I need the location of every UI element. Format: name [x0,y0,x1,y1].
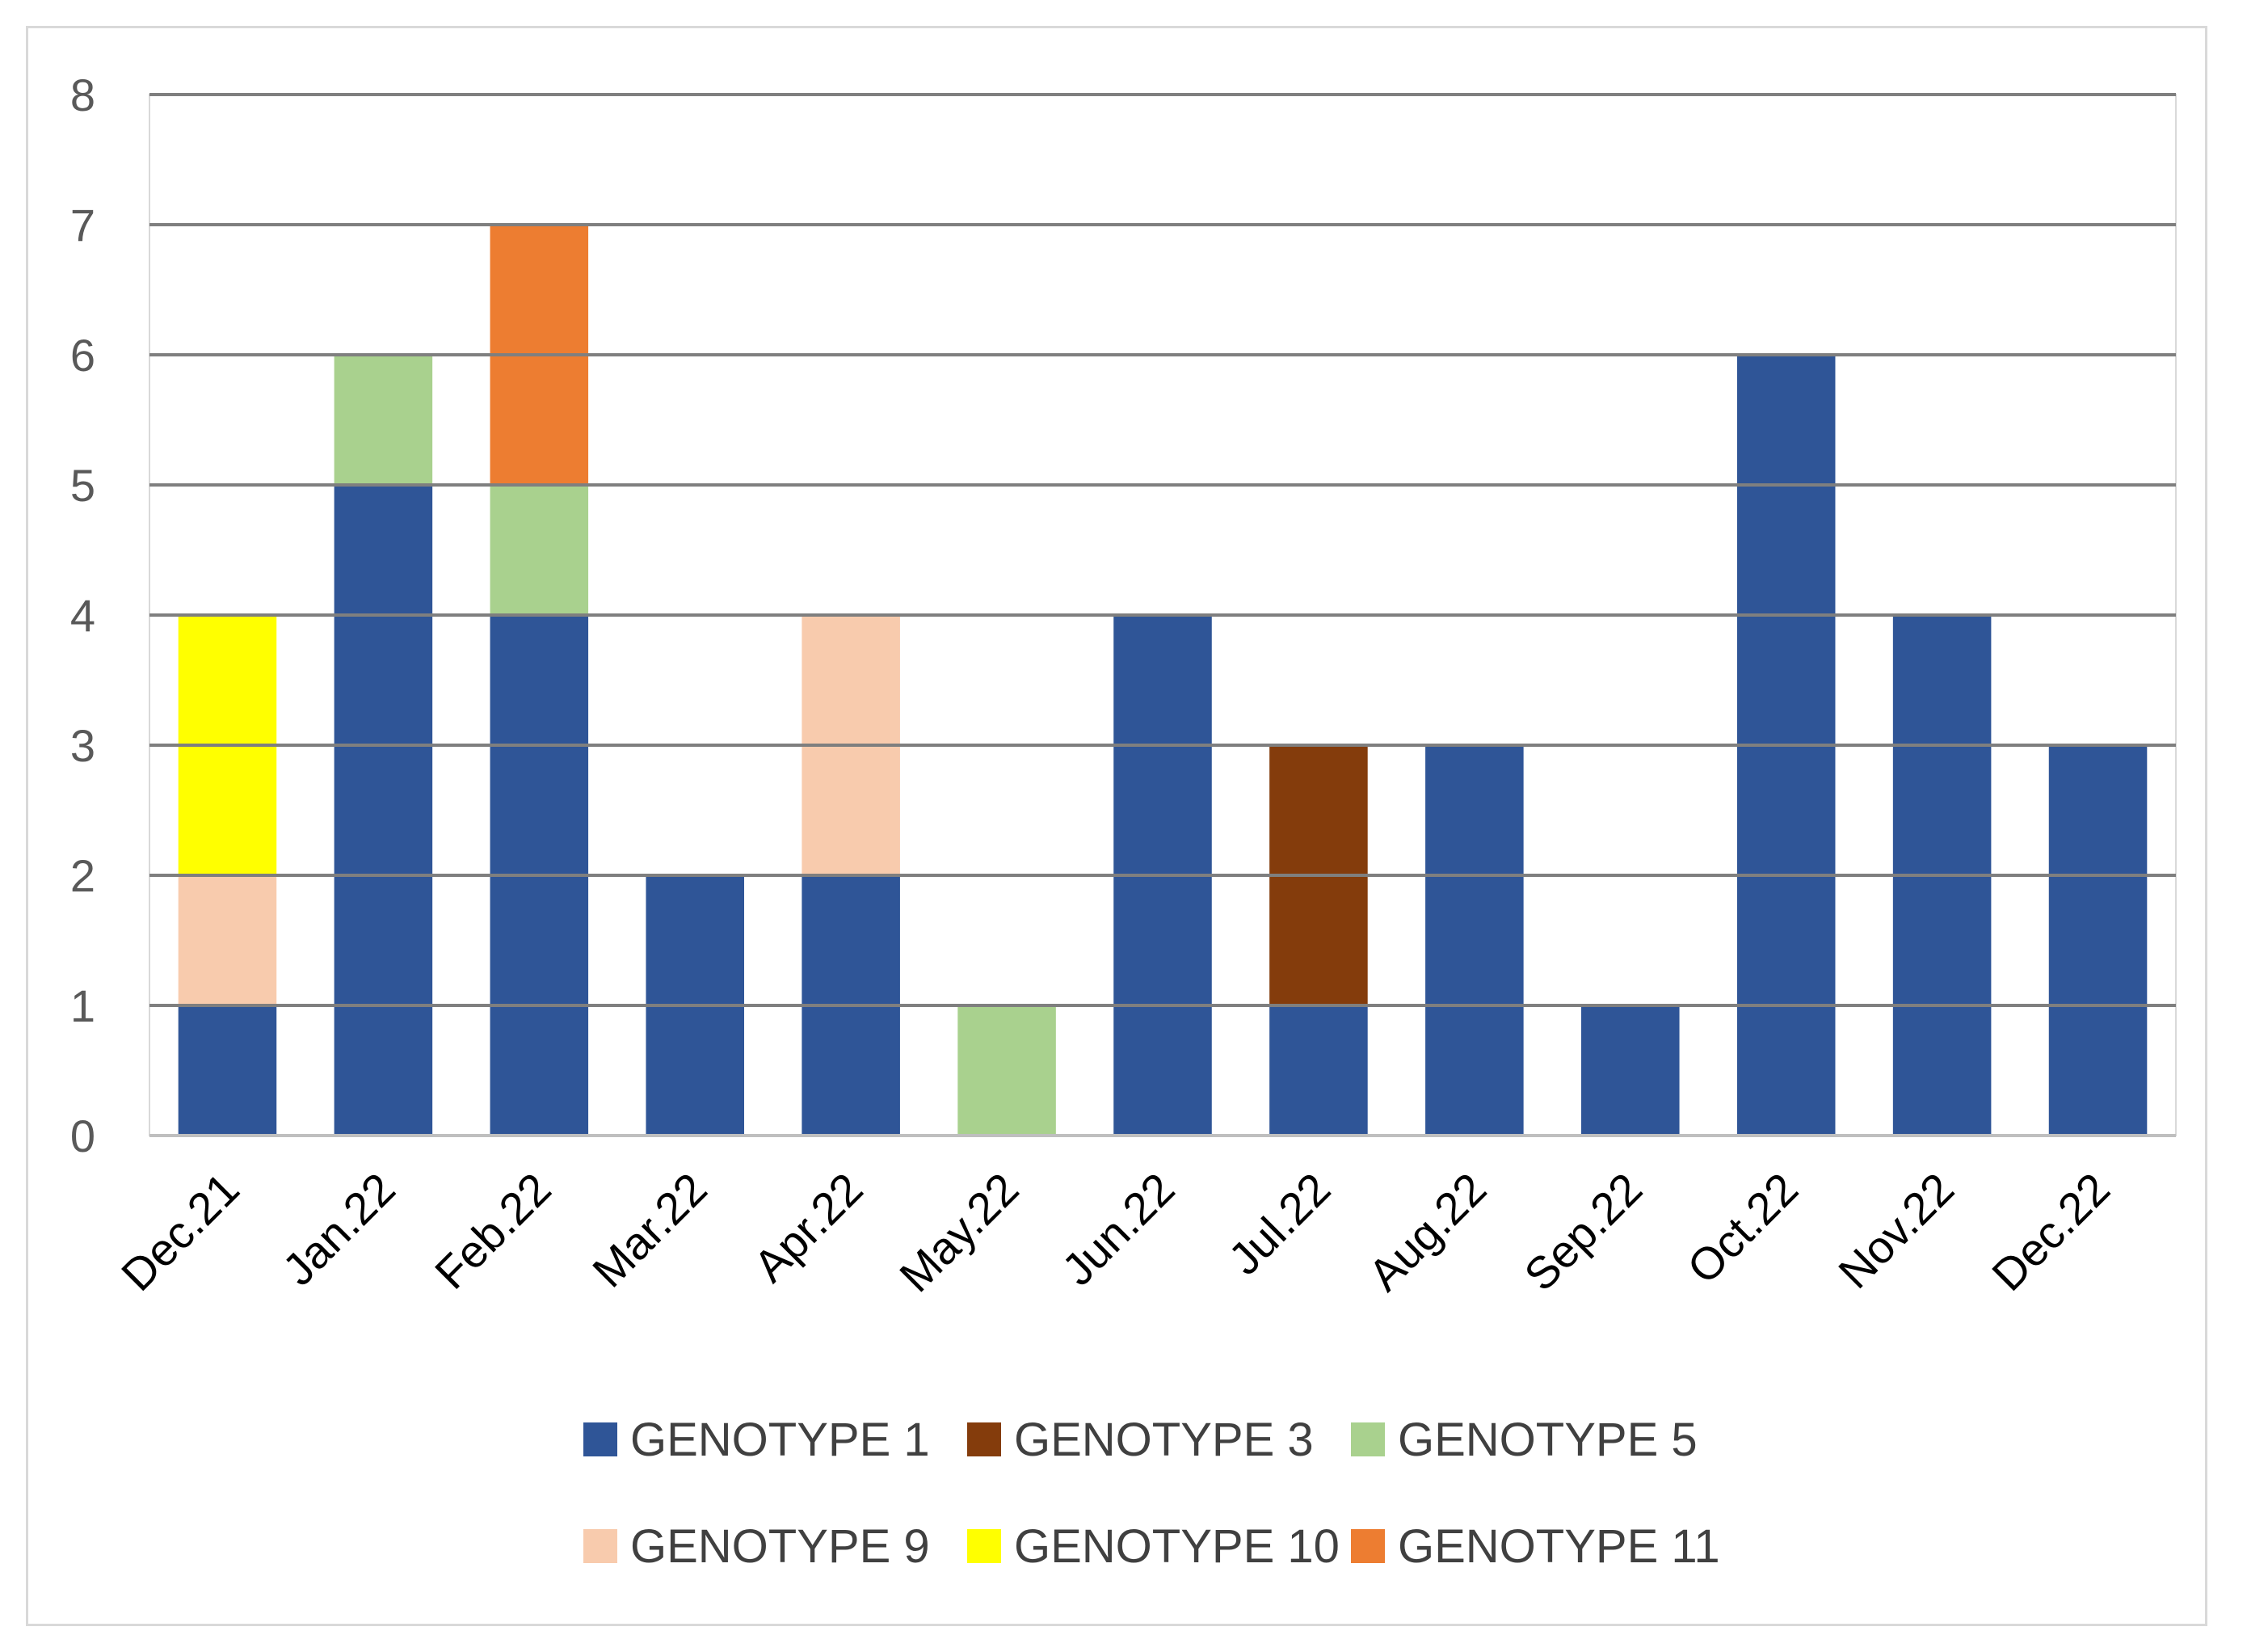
legend-item: GENOTYPE 11 [1351,1520,1720,1573]
bars [178,225,2148,1136]
y-tick-label: 8 [70,70,95,120]
x-category-label: Mar.22 [583,1163,717,1297]
x-category-label: Jul.22 [1218,1163,1340,1284]
bar-segment [334,355,433,485]
y-tick-label: 3 [70,720,95,771]
y-tick-label: 0 [70,1110,95,1161]
x-category-label: Oct.22 [1677,1163,1807,1293]
legend-label: GENOTYPE 3 [1014,1414,1314,1466]
legend-label: GENOTYPE 11 [1398,1520,1720,1573]
x-category-label: Nov.22 [1828,1163,1963,1298]
bar-segment [2048,745,2148,1136]
x-category-label: Apr.22 [744,1163,873,1292]
bar-segment [334,485,433,1136]
legend-label: GENOTYPE 9 [630,1520,930,1573]
legend-label: GENOTYPE 1 [630,1414,930,1466]
y-tick-label: 7 [70,200,95,251]
x-category-label: Jun.22 [1052,1163,1184,1295]
y-axis: 0 1 2 3 4 5 6 7 8 [70,70,95,1161]
gridlines [149,93,2176,1007]
bar-segment [1269,1005,1368,1136]
legend-item: GENOTYPE 3 [967,1414,1314,1466]
bar-segment [1425,745,1524,1136]
legend-label: GENOTYPE 5 [1398,1414,1698,1466]
y-tick-label: 4 [70,590,95,641]
y-tick-label: 1 [70,980,95,1031]
legend-swatch [967,1422,1001,1456]
bar-segment [957,1005,1056,1136]
x-category-label: Dec.22 [1982,1163,2119,1300]
x-axis: Dec.21 Jan.22 Feb.22 Mar.22 Apr.22 May.22 Jun.… [112,1134,2176,1301]
legend-label: GENOTYPE 10 [1014,1520,1340,1573]
y-tick-label: 5 [70,460,95,511]
legend-swatch [583,1422,617,1456]
x-category-label: Feb.22 [425,1163,561,1299]
legend-swatch [967,1529,1001,1563]
x-category-label: Jan.22 [272,1163,404,1295]
bar-segment [1580,1005,1680,1136]
x-category-label: Dec.21 [112,1163,249,1300]
y-tick-label: 2 [70,850,95,901]
legend-item: GENOTYPE 1 [583,1414,930,1466]
y-tick-label: 6 [70,330,95,381]
legend: GENOTYPE 1 GENOTYPE 3 GENOTYPE 5 GENOTYPE 9… [583,1414,1720,1573]
legend-swatch [583,1529,617,1563]
x-category-label: May.22 [890,1163,1028,1301]
x-category-label: Sep.22 [1514,1163,1652,1300]
legend-swatch [1351,1529,1385,1563]
legend-swatch [1351,1422,1385,1456]
bar-segment [178,875,277,1005]
bar-segment [178,1005,277,1136]
legend-item: GENOTYPE 5 [1351,1414,1698,1466]
legend-item: GENOTYPE 9 [583,1520,930,1573]
bar-segment [490,485,589,615]
legend-item: GENOTYPE 10 [967,1520,1340,1573]
x-category-label: Aug.22 [1358,1163,1496,1300]
